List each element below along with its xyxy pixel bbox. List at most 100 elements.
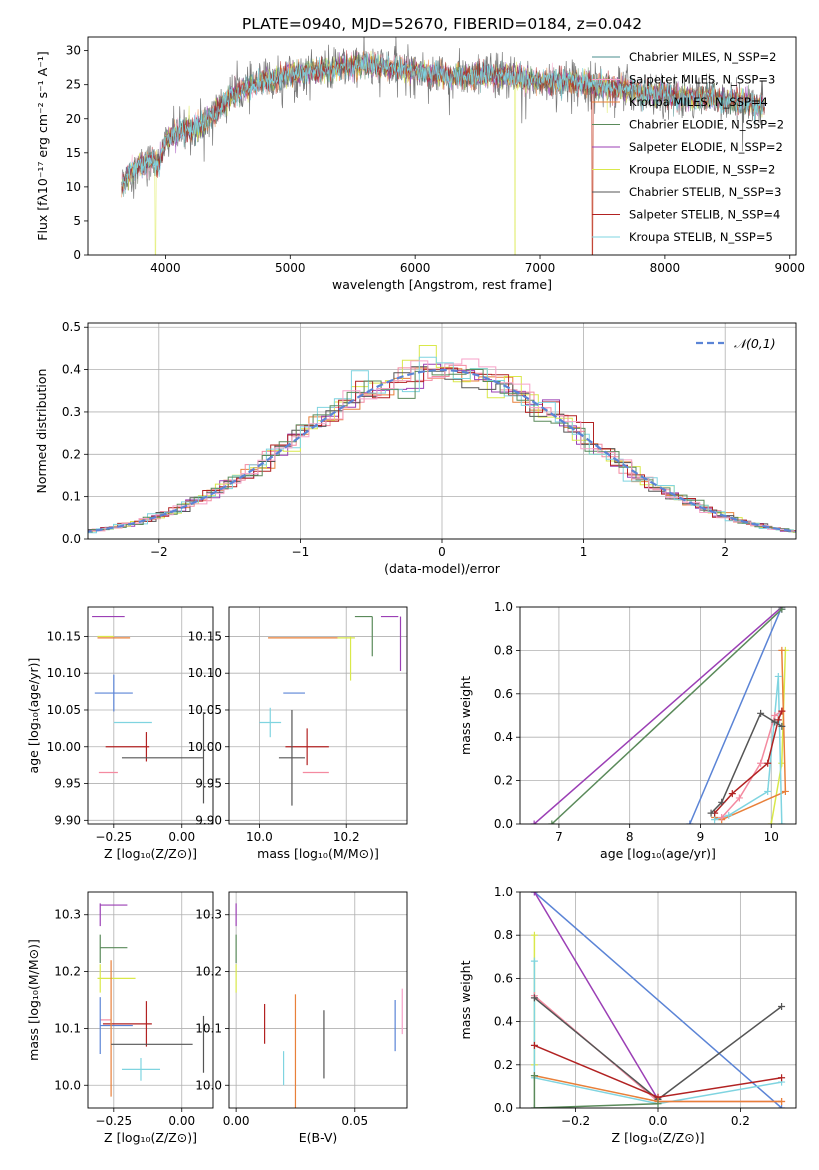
x-tick-label: −0.2 <box>561 1114 590 1128</box>
y-tick-label: 9.95 <box>54 777 81 791</box>
x-tick-label: 2 <box>721 545 729 559</box>
mass-weight-line <box>533 892 783 1108</box>
y-tick-label: 0.0 <box>494 1101 513 1115</box>
y-tick-label: 0.4 <box>494 730 513 744</box>
plus-marker <box>725 811 733 819</box>
x-axis-label: Z [log₁₀(Z/Z⊙)] <box>104 846 197 861</box>
x-tick-label: 7 <box>555 830 563 844</box>
y-tick-label: 10 <box>66 180 81 194</box>
plus-marker <box>707 809 715 817</box>
y-tick-label: 10.00 <box>47 740 81 754</box>
mass-weight-line <box>533 607 783 824</box>
errorbar-point <box>121 1057 161 1081</box>
spectrum-legend: Chabrier MILES, N_SSP=2 Salpeter MILES, N… <box>592 50 784 244</box>
y-tick-label: 1.0 <box>494 885 513 899</box>
plus-marker <box>778 1074 786 1082</box>
x-tick-label: 0.00 <box>168 1114 195 1128</box>
plot-area-residuals <box>88 345 796 534</box>
plus-marker <box>735 794 743 802</box>
plus-marker <box>771 718 779 726</box>
x-tick-label: −2 <box>150 545 168 559</box>
y-tick-label: 0.6 <box>494 971 513 985</box>
legend-label: Kroupa ELODIE, N_SSP=2 <box>629 163 775 177</box>
plus-marker <box>530 1072 538 1080</box>
y-axis-label: mass weight <box>458 676 473 755</box>
y-tick-label: 0.0 <box>62 532 81 546</box>
legend-label: Chabrier STELIB, N_SSP=3 <box>629 185 781 199</box>
y-axis-label: age [log₁₀(age/yr)] <box>26 658 41 774</box>
y-tick-label: 10.2 <box>54 965 81 979</box>
axes-frame <box>87 36 797 256</box>
plus-marker <box>728 790 736 798</box>
plus-marker <box>530 957 538 965</box>
plus-marker <box>548 820 556 824</box>
plot-area-mass-vs-EBV <box>235 903 403 1108</box>
y-tick-label: 0.0 <box>494 817 513 831</box>
y-tick-label: 0.4 <box>62 363 81 377</box>
x-axis-label: E(B-V) <box>299 1130 338 1145</box>
plus-marker <box>686 820 694 824</box>
x-tick-label: 10.2 <box>333 830 360 844</box>
legend-label: Salpeter STELIB, N_SSP=4 <box>629 208 780 222</box>
histogram-step-line <box>88 367 796 532</box>
y-axis-label: mass [log₁₀(M/M⊙)] <box>26 939 41 1061</box>
y-tick-label: 0.4 <box>494 1015 513 1029</box>
spectrum-model-line <box>121 50 765 255</box>
y-tick-label: 0.2 <box>494 774 513 788</box>
plus-marker <box>654 1100 662 1108</box>
y-tick-label: 0.3 <box>62 405 81 419</box>
legend-label: Salpeter ELODIE, N_SSP=2 <box>629 140 783 154</box>
y-axis-label: mass weight <box>458 960 473 1039</box>
plus-marker <box>530 892 538 896</box>
panel-spectrum: 4000 5000 6000 7000 8000 9000 0 5 10 15 20 25 30 wave… <box>35 36 805 292</box>
legend-label: Kroupa STELIB, N_SSP=5 <box>629 230 773 244</box>
panel-age-vs-mass: 10.0 10.2 9.90 9.95 10.00 10.05 10.10 10.15 mass… <box>188 606 408 861</box>
y-tick-label: 0 <box>73 248 81 262</box>
y-tick-label: 9.90 <box>54 813 81 827</box>
errorbar-point <box>259 707 282 738</box>
x-tick-label: 9000 <box>774 261 805 275</box>
x-tick-label: 8 <box>626 830 634 844</box>
x-tick-label: −0.25 <box>95 830 132 844</box>
histogram-step-line <box>88 366 796 532</box>
plus-marker <box>718 798 726 806</box>
mass-weight-line <box>533 1075 659 1108</box>
x-tick-label: 0 <box>438 545 446 559</box>
y-tick-label: 0.5 <box>62 320 81 334</box>
plus-marker <box>530 1104 538 1108</box>
plus-marker <box>781 787 789 795</box>
histogram-step-line <box>88 358 796 532</box>
y-tick-label: 9.90 <box>195 813 222 827</box>
x-axis-label: age [log₁₀(age/yr)] <box>600 846 716 861</box>
y-tick-label: 9.95 <box>195 777 222 791</box>
legend-label: Salpeter MILES, N_SSP=3 <box>629 73 775 87</box>
x-tick-label: 0.0 <box>648 1114 667 1128</box>
plus-marker <box>778 607 786 611</box>
y-tick-label: 10.15 <box>188 629 222 643</box>
y-tick-label: 0.2 <box>494 1058 513 1072</box>
x-tick-label: 4000 <box>150 261 181 275</box>
plus-marker <box>718 813 726 821</box>
plus-marker <box>530 931 538 939</box>
y-axis-label: Normed distribution <box>34 369 49 494</box>
x-tick-label: 9 <box>697 830 705 844</box>
plot-area-massweight-vs-age <box>530 607 789 824</box>
plus-marker <box>778 707 786 715</box>
x-tick-label: 0.00 <box>168 830 195 844</box>
x-tick-label: −0.25 <box>95 1114 132 1128</box>
plus-marker <box>530 994 538 1002</box>
plus-marker <box>778 1002 786 1010</box>
x-axis-label: Z [log₁₀(Z/Z⊙)] <box>612 1130 705 1145</box>
plus-marker <box>778 646 786 654</box>
x-tick-label: 7000 <box>525 261 556 275</box>
panel-mass-vs-EBV: 0.00 0.05 10.0 10.1 10.2 10.3 E(B-V) <box>195 891 408 1145</box>
x-tick-label: 10 <box>764 830 779 844</box>
y-tick-label: 10.10 <box>188 666 222 680</box>
y-tick-label: 10.1 <box>195 1021 222 1035</box>
plus-marker <box>771 712 779 719</box>
y-tick-label: 15 <box>66 146 81 160</box>
y-tick-label: 0.6 <box>494 687 513 701</box>
y-tick-label: 10.0 <box>54 1078 81 1092</box>
axes-frame <box>87 891 214 1109</box>
